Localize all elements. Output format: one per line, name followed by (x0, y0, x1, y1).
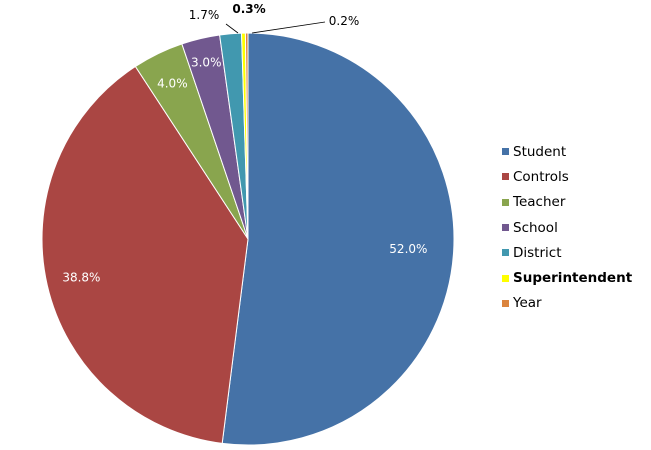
legend-swatch (502, 299, 509, 307)
data-label-district: 1.7% (189, 8, 220, 22)
legend-label: Year (513, 295, 542, 312)
data-labels: 52.0% 38.8% 4.0%3.0% 1.7% 0.3% 0.2% (62, 2, 427, 284)
legend-item-superintendent: Superintendent (502, 265, 632, 290)
pie-slices (41, 32, 455, 446)
data-label-superintendent: 0.3% (232, 2, 265, 16)
legend-swatch (502, 198, 509, 206)
legend-label: District (513, 244, 562, 261)
legend-label: Student (513, 143, 567, 160)
data-label-controls: 38.8% (62, 270, 100, 284)
legend-label: Controls (513, 168, 569, 185)
leader-lines (225, 21, 326, 34)
legend-swatch (502, 173, 509, 181)
legend-swatch (502, 224, 509, 232)
legend-label: Superintendent (513, 270, 633, 287)
leader-line-year (251, 21, 326, 34)
data-label-teacher: 4.0% (157, 76, 188, 90)
legend: Student Controls Teacher School District Supe… (502, 139, 632, 316)
data-label-school: 3.0% (191, 56, 222, 70)
legend-item-student: Student (502, 139, 632, 164)
legend-item-teacher: Teacher (502, 190, 632, 215)
pie-slice-student (221, 32, 455, 446)
legend-swatch (502, 148, 509, 156)
legend-label: Teacher (513, 194, 566, 211)
legend-swatch (502, 274, 509, 282)
legend-item-year: Year (502, 291, 632, 316)
legend-item-district: District (502, 240, 632, 265)
legend-label: School (513, 219, 558, 236)
legend-item-controls: Controls (502, 164, 632, 189)
pie-slice-year (244, 32, 249, 240)
leader-line-district (225, 23, 239, 34)
legend-item-school: School (502, 215, 632, 240)
legend-swatch (502, 249, 509, 257)
data-label-student: 52.0% (389, 242, 427, 256)
data-label-year: 0.2% (329, 14, 360, 28)
